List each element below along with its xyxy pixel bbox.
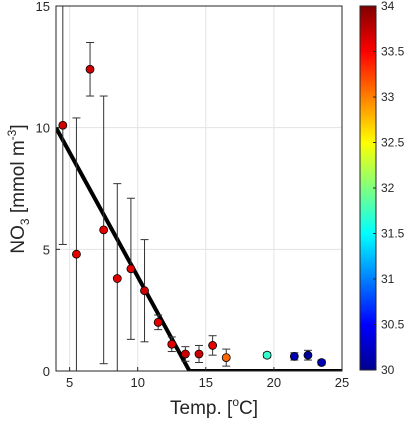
colorbar-tick-label: 34	[381, 0, 395, 13]
data-point	[126, 197, 136, 340]
data-point	[72, 117, 81, 371]
point-marker	[72, 249, 81, 259]
y-tick-label: 15	[36, 0, 50, 14]
x-tick-label: 5	[66, 375, 73, 390]
regression-line	[56, 126, 342, 371]
point-marker	[126, 264, 136, 274]
point-marker	[153, 317, 163, 327]
point-marker	[58, 120, 68, 130]
point-marker	[289, 351, 299, 361]
data-point	[58, 5, 68, 245]
data-point	[153, 314, 163, 331]
colorbar-tick-label: 33.5	[381, 45, 405, 59]
data-point	[303, 349, 313, 361]
colorbar-ticks: 30 30.5 31 31.5 32 32.5 33 33.5 34	[373, 0, 405, 377]
y-axis-label: NO3 [mmol m-3]	[5, 124, 32, 253]
colorbar-tick-label: 32.5	[381, 136, 405, 150]
plot-frame	[55, 5, 343, 372]
point-marker	[317, 358, 326, 367]
y-axis-ticks: 0 5 10 15	[36, 0, 60, 379]
colorbar-tick-label: 30.5	[381, 318, 405, 332]
data-point	[112, 183, 122, 371]
colorbar-tick-label: 31.5	[381, 227, 405, 241]
data-point	[289, 351, 299, 361]
x-tick-label: 10	[130, 375, 144, 390]
point-marker	[112, 274, 122, 283]
data-point	[85, 42, 95, 97]
x-axis-ticks: 5 10 15 20 25	[66, 367, 349, 390]
data-point	[180, 346, 190, 362]
x-tick-label: 20	[267, 375, 281, 390]
point-marker	[208, 341, 218, 350]
point-marker	[221, 353, 231, 363]
point-marker	[262, 350, 272, 360]
data-point	[221, 348, 231, 367]
colorbar-tick-label: 32	[381, 181, 395, 195]
y-tick-label: 5	[43, 242, 50, 257]
data-point	[194, 344, 204, 363]
data-point	[208, 335, 218, 356]
data-point	[140, 239, 149, 343]
point-marker	[140, 286, 149, 296]
y-tick-label: 0	[43, 364, 50, 379]
colorbar-tick-label: 30	[381, 363, 395, 377]
colorbar-tick-label: 31	[381, 272, 395, 286]
fit-line	[56, 126, 342, 371]
x-tick-label: 15	[199, 375, 213, 390]
x-axis-label: Temp. [oC]	[170, 395, 258, 419]
point-marker	[99, 225, 109, 235]
data-point	[167, 336, 177, 353]
point-marker	[167, 339, 177, 349]
data-points	[58, 5, 326, 371]
grid-lines	[56, 5, 343, 372]
point-marker	[303, 350, 313, 360]
colorbar-tick-label: 33	[381, 90, 395, 104]
point-marker	[180, 349, 190, 359]
point-marker	[85, 64, 95, 74]
data-point	[317, 358, 326, 367]
y-tick-label: 10	[36, 121, 50, 136]
x-tick-label: 25	[335, 375, 349, 390]
data-point	[262, 350, 272, 360]
point-marker	[194, 349, 204, 359]
data-point	[99, 95, 109, 365]
